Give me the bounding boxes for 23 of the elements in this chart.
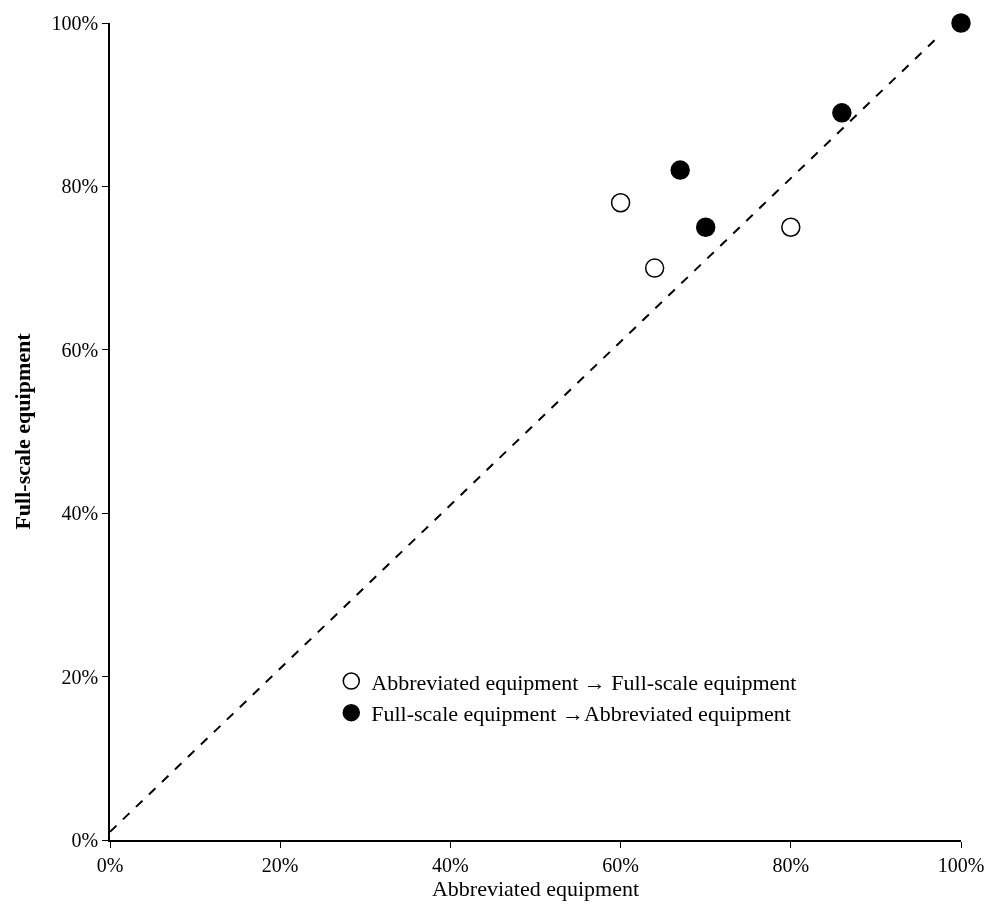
x-tick-label: 100% — [937, 853, 985, 876]
point — [670, 160, 690, 180]
y-tick-label: 100% — [51, 12, 99, 34]
x-tick-label: 20% — [261, 853, 299, 876]
x-tick-label: 80% — [772, 853, 810, 876]
y-tick-label: 0% — [71, 829, 99, 851]
point — [644, 258, 665, 278]
point — [951, 13, 971, 33]
y-tick-label: 20% — [61, 665, 99, 688]
y-axis-title: Full-scale equipment — [9, 332, 35, 530]
y-tick-label: 60% — [61, 338, 99, 361]
point — [610, 192, 631, 213]
x-tick-label: 40% — [432, 853, 469, 876]
legend-label: Abbreviated equipment → Full-scale equipment — [371, 669, 797, 695]
point — [781, 217, 801, 237]
y-tick-label: 80% — [61, 175, 99, 198]
x-tick-label: 0% — [96, 853, 124, 876]
point — [832, 103, 852, 123]
legend-label: Full-scale equipment →Abbreviated equipment — [371, 701, 791, 727]
x-axis-title: Abbreviated equipment — [431, 875, 640, 901]
y-tick-label: 40% — [61, 502, 99, 525]
x-tick-label: 60% — [602, 853, 639, 876]
point — [695, 217, 716, 237]
